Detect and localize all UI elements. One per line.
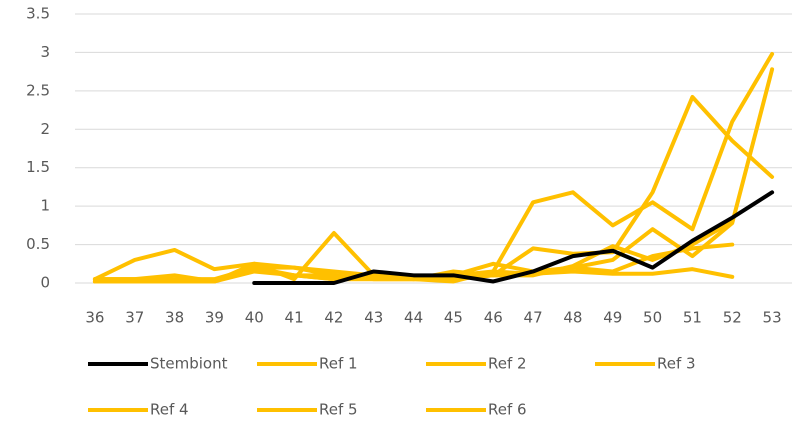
x-tick-label: 52 [723,309,742,327]
legend-label: Ref 6 [488,401,527,419]
legend-label: Stembiont [150,355,228,373]
series-line [92,51,775,282]
x-tick-label: 39 [205,309,224,327]
legend-label: Ref 1 [319,355,358,373]
x-tick-label: 44 [404,309,423,327]
x-tick-label: 37 [125,309,144,327]
x-tick-label: 36 [85,309,104,327]
series-line [92,67,775,284]
legend-label: Ref 5 [319,401,358,419]
y-tick-label: 1.5 [26,158,50,176]
x-tick-label: 53 [763,309,782,327]
x-tick-label: 43 [364,309,383,327]
x-tick-label: 48 [563,309,582,327]
y-tick-label: 0.5 [26,235,50,253]
x-tick-label: 45 [444,309,463,327]
y-tick-label: 2.5 [26,81,50,99]
y-tick-label: 3.5 [26,5,50,23]
x-tick-label: 51 [683,309,702,327]
y-tick-label: 0 [40,274,50,292]
series-line [252,190,775,285]
x-tick-label: 49 [603,309,622,327]
legend-label: Ref 3 [657,355,696,373]
y-tick-label: 2 [40,120,50,138]
x-tick-label: 50 [643,309,662,327]
y-tick-label: 3 [40,43,50,61]
x-tick-label: 46 [484,309,503,327]
x-tick-label: 40 [245,309,264,327]
x-tick-label: 38 [165,309,184,327]
y-tick-label: 1 [40,197,50,215]
x-tick-label: 47 [524,309,543,327]
x-tick-label: 42 [324,309,343,327]
legend-label: Ref 4 [150,401,189,419]
x-tick-label: 41 [285,309,304,327]
legend-label: Ref 2 [488,355,527,373]
